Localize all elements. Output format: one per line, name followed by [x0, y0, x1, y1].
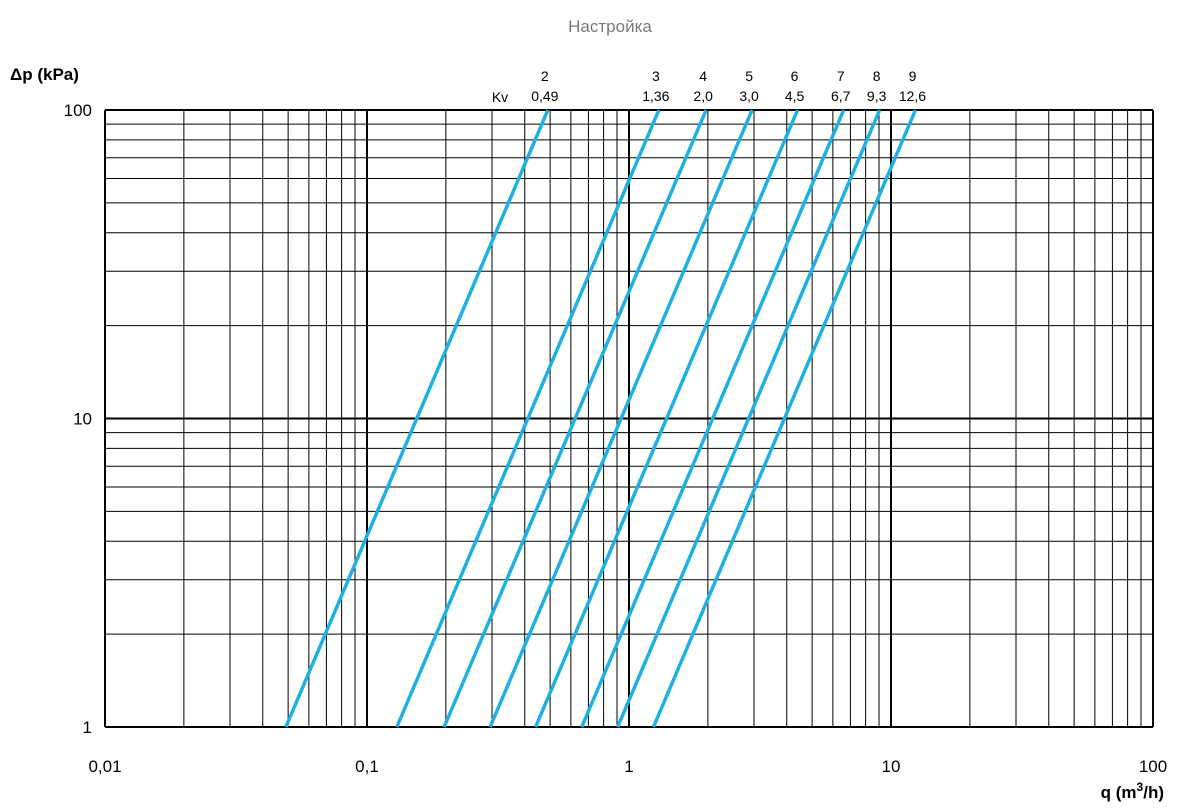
series-kv-label: 1,36: [642, 88, 669, 104]
series-kv-label: 12,6: [899, 88, 926, 104]
series-kv-label: 2,0: [693, 88, 713, 104]
x-axis-title: q (m3/h): [1101, 780, 1164, 802]
y-tick-label: 1: [83, 718, 92, 737]
x-tick-label: 10: [882, 757, 901, 776]
series-line-2: [284, 109, 550, 728]
series-kv-label: 4,5: [785, 88, 805, 104]
series-setting-label: 9: [909, 68, 917, 84]
x-axis-title-sup: 3: [1137, 780, 1144, 794]
grid: [104, 109, 1154, 728]
tick-labels: 0,01 0,1 1 10 100 1 10 100: [64, 101, 1168, 776]
x-tick-label: 0,01: [88, 757, 121, 776]
kv-header: Kv: [492, 89, 508, 105]
x-axis-title-main: q (m: [1101, 783, 1137, 802]
series-line-7: [580, 109, 846, 728]
x-tick-label: 1: [624, 757, 633, 776]
series-kv-label: 9,3: [867, 88, 887, 104]
series-setting-label: 7: [837, 68, 845, 84]
x-tick-label: 0,1: [355, 757, 379, 776]
series-line-3: [395, 109, 661, 728]
series-line-5: [488, 109, 754, 728]
series-setting-label: 2: [541, 68, 549, 84]
series-line-8: [616, 109, 882, 728]
series-kv-label: 6,7: [831, 88, 851, 104]
chart-title: Настройка: [568, 17, 652, 36]
series-kv-label: 3,0: [739, 88, 759, 104]
y-tick-label: 100: [64, 101, 92, 120]
series-lines: [284, 109, 918, 728]
series-setting-label: 3: [652, 68, 660, 84]
series-setting-label: 4: [699, 68, 707, 84]
series-setting-label: 5: [745, 68, 753, 84]
series-line-9: [651, 109, 918, 728]
series-setting-label: 6: [791, 68, 799, 84]
series-line-4: [442, 109, 708, 728]
series-setting-label: 8: [873, 68, 881, 84]
x-axis-title-end: /h): [1143, 783, 1164, 802]
series-labels: 2 0,49 3 1,36 4 2,0 5 3,0 6 4,5 7 6,7 8 9,3 9 12,6: [531, 68, 926, 104]
y-axis-title: Δp (kPa): [10, 65, 79, 84]
y-tick-label: 10: [73, 410, 92, 429]
series-kv-label: 0,49: [531, 88, 558, 104]
x-tick-label: 100: [1139, 757, 1167, 776]
series-line-6: [533, 109, 800, 728]
